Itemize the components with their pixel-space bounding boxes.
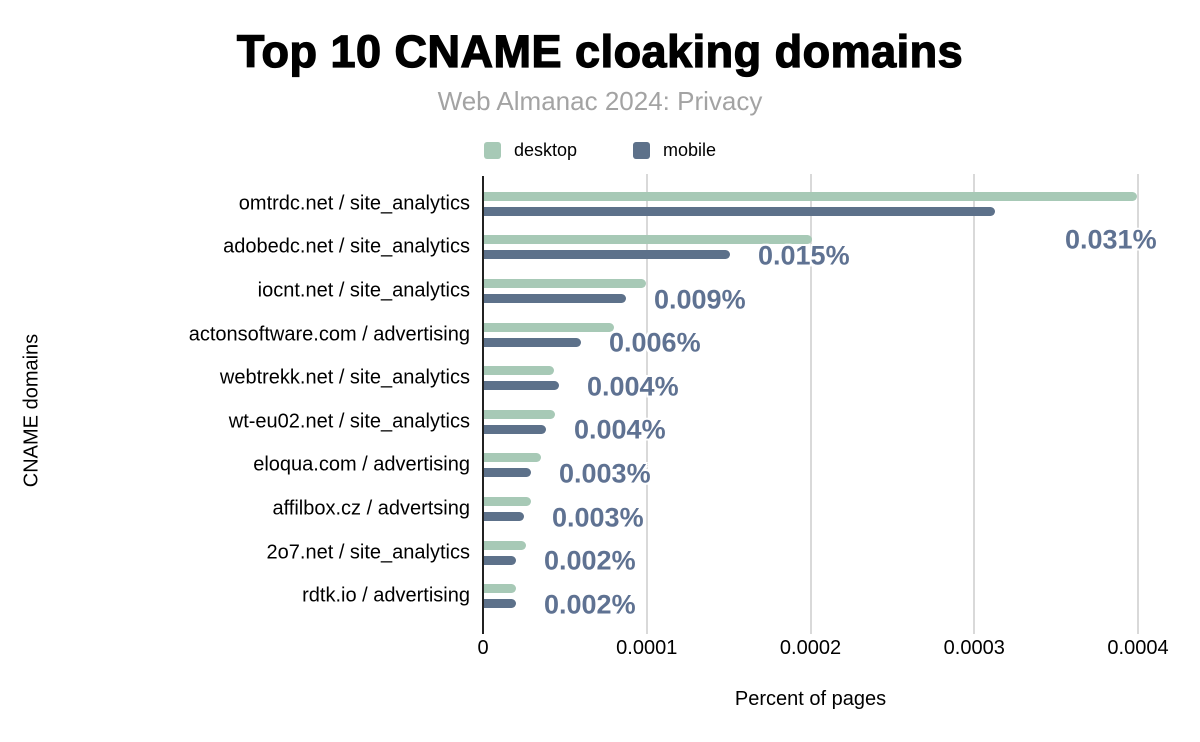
bar-desktop: [484, 453, 541, 463]
legend-item-mobile: mobile: [633, 140, 716, 161]
bar-mobile: [484, 381, 559, 391]
bar-desktop: [484, 235, 812, 245]
bar-desktop: [484, 279, 646, 288]
bar-mobile: [484, 599, 516, 609]
legend-label: mobile: [663, 140, 717, 160]
category-label: wt-eu02.net / site_analytics: [228, 410, 470, 433]
gridline: [1137, 174, 1139, 634]
bar-desktop: [484, 584, 516, 594]
bar-mobile: [484, 206, 995, 216]
mobile-legend-swatch: [633, 142, 650, 159]
gridline: [809, 174, 812, 634]
chart-title: Top 10 CNAME cloaking domains: [236, 25, 964, 77]
bar-desktop: [484, 540, 526, 550]
category-label: omtrdc.net / site_analytics: [238, 192, 470, 215]
desktop-legend-swatch: [483, 142, 501, 159]
legend-label: desktop: [513, 140, 577, 160]
value-label: 0.006%: [609, 327, 701, 358]
x-tick-label: 0.0004: [1107, 637, 1169, 659]
bar-mobile: [484, 468, 531, 478]
legend: desktop mobile: [0, 140, 1200, 161]
value-label: 0.015%: [758, 240, 850, 271]
bar-mobile: [484, 555, 516, 565]
category-label: affilbox.cz / advertsing: [272, 497, 470, 520]
value-label: 0.003%: [559, 458, 651, 489]
bar-desktop: [484, 322, 614, 332]
value-label: 0.004%: [574, 414, 666, 445]
category-label: iocnt.net / site_analytics: [257, 279, 470, 302]
category-label: actonsoftware.com / advertising: [188, 323, 470, 346]
chart-subtitle: Web Almanac 2024: Privacy: [437, 86, 763, 116]
bar-mobile: [484, 424, 546, 434]
bar-mobile: [484, 250, 730, 260]
category-label: webtrekk.net / site_analytics: [219, 366, 470, 389]
legend-item-desktop: desktop: [483, 140, 577, 161]
gridline: [973, 174, 976, 634]
value-label: 0.004%: [587, 371, 679, 402]
y-axis-line: [482, 176, 484, 634]
bar-desktop: [484, 409, 555, 419]
category-label: eloqua.com / advertising: [253, 453, 470, 476]
value-label: 0.002%: [544, 545, 636, 576]
bar-mobile: [484, 294, 626, 303]
category-label: 2o7.net / site_analytics: [266, 541, 470, 564]
bar-desktop: [484, 497, 531, 506]
bar-mobile: [484, 512, 524, 521]
gridline: [645, 174, 648, 634]
category-label: rdtk.io / advertising: [302, 584, 470, 607]
x-axis-title: Percent of pages: [734, 688, 887, 710]
value-label: 0.009%: [654, 284, 746, 314]
bar-desktop: [484, 366, 554, 376]
y-axis-title: CNAME domains: [20, 333, 43, 488]
bar-mobile: [484, 337, 581, 347]
value-label: 0.002%: [544, 589, 636, 620]
x-tick-label: 0.0002: [779, 637, 842, 659]
x-tick-label: 0.0001: [616, 637, 678, 659]
x-tick-label: 0.0003: [943, 637, 1005, 659]
category-label: adobedc.net / site_analytics: [223, 235, 470, 258]
value-label: 0.003%: [552, 502, 644, 532]
x-tick-label: 0: [477, 637, 489, 659]
value-label: 0.031%: [1065, 224, 1157, 255]
bar-desktop: [484, 191, 1137, 201]
